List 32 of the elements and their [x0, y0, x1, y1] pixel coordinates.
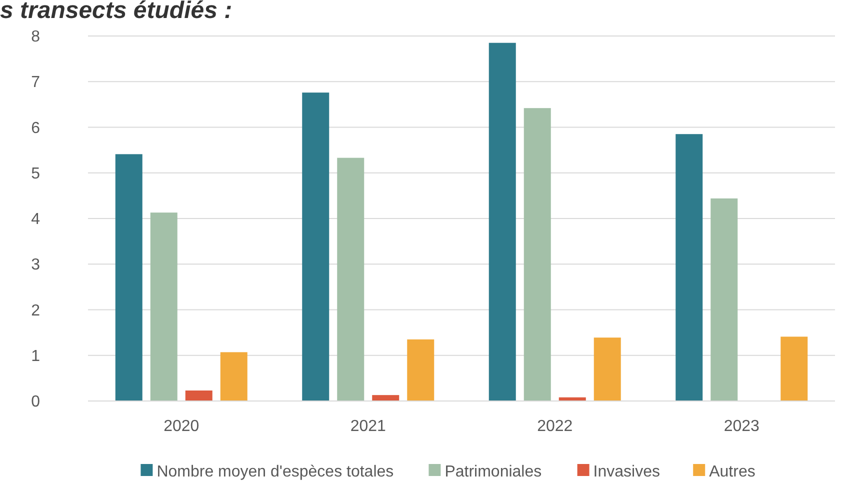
- y-tick-label: 1: [31, 348, 40, 365]
- y-tick-label: 3: [31, 256, 40, 274]
- y-tick-label: 8: [31, 28, 40, 46]
- bar: [780, 336, 808, 401]
- bar: [524, 108, 551, 401]
- chart-title: s transects étudiés :: [0, 0, 232, 24]
- legend-label: Patrimoniales: [444, 464, 542, 481]
- x-tick-label: 2023: [724, 418, 760, 435]
- y-tick-label: 0: [31, 394, 40, 411]
- y-tick-label: 4: [31, 211, 40, 228]
- bar: [594, 338, 621, 401]
- bar: [150, 212, 178, 401]
- legend-label: Invasives: [593, 464, 660, 481]
- x-tick-label: 2020: [164, 418, 200, 435]
- y-tick-label: 5: [31, 165, 40, 182]
- x-tick-label: 2021: [350, 418, 386, 435]
- bar: [372, 395, 400, 401]
- bar: [220, 352, 248, 401]
- bar: [302, 92, 330, 401]
- legend-label: Autres: [709, 464, 756, 481]
- bar: [676, 134, 703, 401]
- bar: [115, 154, 142, 401]
- x-tick-label: 2022: [537, 418, 573, 435]
- y-tick-label: 2: [31, 302, 40, 320]
- legend-label: Nombre moyen d'espèces totales: [156, 464, 394, 481]
- bar: [337, 158, 364, 401]
- y-tick-label: 7: [31, 74, 40, 92]
- bar: [710, 198, 738, 401]
- y-tick-label: 6: [31, 120, 40, 137]
- bar: [488, 42, 516, 401]
- bar: [185, 390, 212, 401]
- bar: [407, 339, 434, 401]
